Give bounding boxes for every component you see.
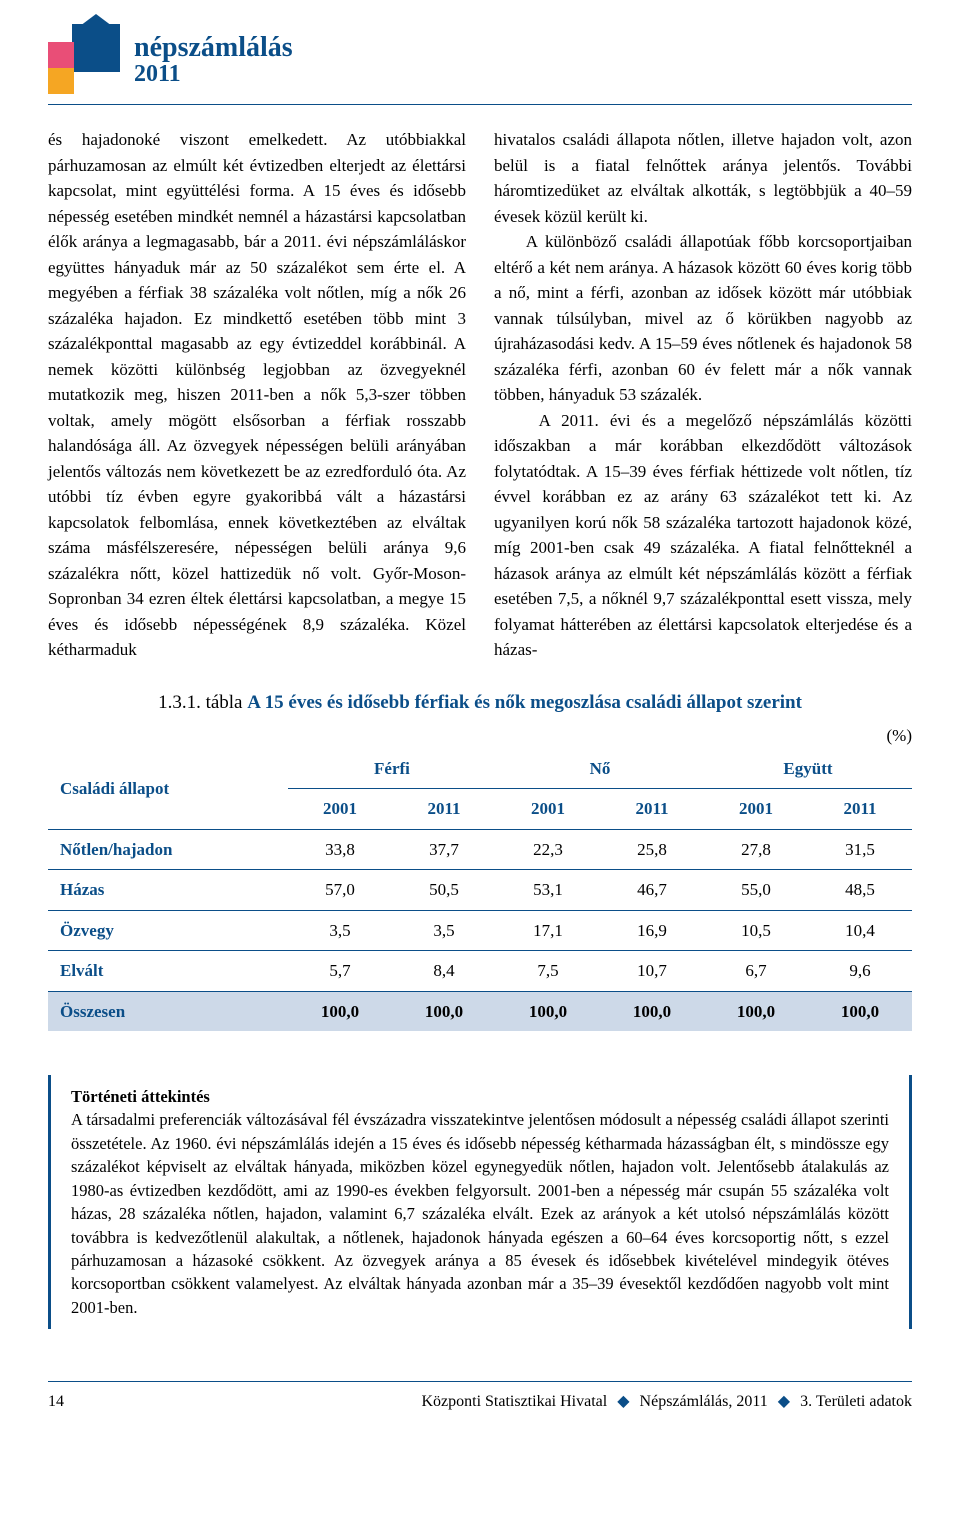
history-title: Történeti áttekintés bbox=[71, 1087, 210, 1106]
cell: 8,4 bbox=[392, 951, 496, 992]
cell: 10,4 bbox=[808, 910, 912, 951]
cell: 53,1 bbox=[496, 870, 600, 911]
cell: 17,1 bbox=[496, 910, 600, 951]
row-label: Összesen bbox=[48, 991, 288, 1031]
data-table: Családi állapot Férfi Nő Együtt 2001 201… bbox=[48, 749, 912, 1032]
logo-title: népszámlálás bbox=[134, 33, 293, 62]
cell: 9,6 bbox=[808, 951, 912, 992]
col-year: 2011 bbox=[808, 789, 912, 830]
cell: 100,0 bbox=[288, 991, 392, 1031]
cell: 100,0 bbox=[704, 991, 808, 1031]
cell: 27,8 bbox=[704, 829, 808, 870]
logo-icon bbox=[48, 24, 120, 96]
history-text: A társadalmi preferenciák változásával f… bbox=[71, 1110, 889, 1316]
col-group-2: Együtt bbox=[704, 749, 912, 789]
cell: 16,9 bbox=[600, 910, 704, 951]
footer-publisher: Központi Statisztikai Hivatal bbox=[421, 1393, 607, 1410]
body-right: hivatalos családi állapota nőtlen, illet… bbox=[494, 127, 912, 663]
cell: 5,7 bbox=[288, 951, 392, 992]
cell: 22,3 bbox=[496, 829, 600, 870]
table-unit: (%) bbox=[48, 723, 912, 749]
table-row: Özvegy3,53,517,116,910,510,4 bbox=[48, 910, 912, 951]
table-row: Elvált5,78,47,510,76,79,6 bbox=[48, 951, 912, 992]
history-box: Történeti áttekintés A társadalmi prefer… bbox=[48, 1075, 912, 1329]
cell: 3,5 bbox=[288, 910, 392, 951]
cell: 25,8 bbox=[600, 829, 704, 870]
cell: 7,5 bbox=[496, 951, 600, 992]
cell: 3,5 bbox=[392, 910, 496, 951]
body-left: és hajadonoké viszont emelkedett. Az utó… bbox=[48, 127, 466, 663]
footer-volume: 3. Területi adatok bbox=[800, 1393, 912, 1410]
logo-text: népszámlálás 2011 bbox=[134, 33, 293, 88]
body-right-text: hivatalos családi állapota nőtlen, illet… bbox=[494, 127, 912, 663]
table-caption: 1.3.1. tábla A 15 éves és idősebb férfia… bbox=[48, 689, 912, 718]
body-left-text: és hajadonoké viszont emelkedett. Az utó… bbox=[48, 127, 466, 663]
row-label: Özvegy bbox=[48, 910, 288, 951]
cell: 50,5 bbox=[392, 870, 496, 911]
footer-series: Népszámlálás, 2011 bbox=[640, 1393, 768, 1410]
header-rule bbox=[48, 104, 912, 105]
cell: 55,0 bbox=[704, 870, 808, 911]
logo: népszámlálás 2011 bbox=[48, 24, 912, 96]
cell: 48,5 bbox=[808, 870, 912, 911]
table-row: Házas57,050,553,146,755,048,5 bbox=[48, 870, 912, 911]
page-number: 14 bbox=[48, 1390, 64, 1414]
cell: 100,0 bbox=[392, 991, 496, 1031]
cell: 10,5 bbox=[704, 910, 808, 951]
cell: 46,7 bbox=[600, 870, 704, 911]
table-number: 1.3.1. tábla bbox=[158, 692, 247, 713]
col-year: 2011 bbox=[392, 789, 496, 830]
cell: 100,0 bbox=[600, 991, 704, 1031]
col-year: 2001 bbox=[496, 789, 600, 830]
cell: 31,5 bbox=[808, 829, 912, 870]
table-row: Nőtlen/hajadon33,837,722,325,827,831,5 bbox=[48, 829, 912, 870]
row-label: Elvált bbox=[48, 951, 288, 992]
cell: 100,0 bbox=[496, 991, 600, 1031]
diamond-icon: ◆ bbox=[778, 1393, 790, 1410]
cell: 6,7 bbox=[704, 951, 808, 992]
footer-center: Központi Statisztikai Hivatal ◆ Népszáml… bbox=[421, 1390, 912, 1414]
col-year: 2011 bbox=[600, 789, 704, 830]
col-group-1: Nő bbox=[496, 749, 704, 789]
body-columns: és hajadonoké viszont emelkedett. Az utó… bbox=[48, 127, 912, 663]
col-year: 2001 bbox=[704, 789, 808, 830]
footer: 14 Központi Statisztikai Hivatal ◆ Népsz… bbox=[48, 1381, 912, 1414]
cell: 10,7 bbox=[600, 951, 704, 992]
col-year: 2001 bbox=[288, 789, 392, 830]
col-group-0: Férfi bbox=[288, 749, 496, 789]
logo-year: 2011 bbox=[134, 62, 293, 87]
cell: 37,7 bbox=[392, 829, 496, 870]
table-title: A 15 éves és idősebb férfiak és nők mego… bbox=[247, 692, 802, 713]
col-rowhead: Családi állapot bbox=[48, 749, 288, 830]
table-total-row: Összesen100,0100,0100,0100,0100,0100,0 bbox=[48, 991, 912, 1031]
cell: 100,0 bbox=[808, 991, 912, 1031]
diamond-icon: ◆ bbox=[617, 1393, 629, 1410]
row-label: Házas bbox=[48, 870, 288, 911]
cell: 57,0 bbox=[288, 870, 392, 911]
row-label: Nőtlen/hajadon bbox=[48, 829, 288, 870]
cell: 33,8 bbox=[288, 829, 392, 870]
